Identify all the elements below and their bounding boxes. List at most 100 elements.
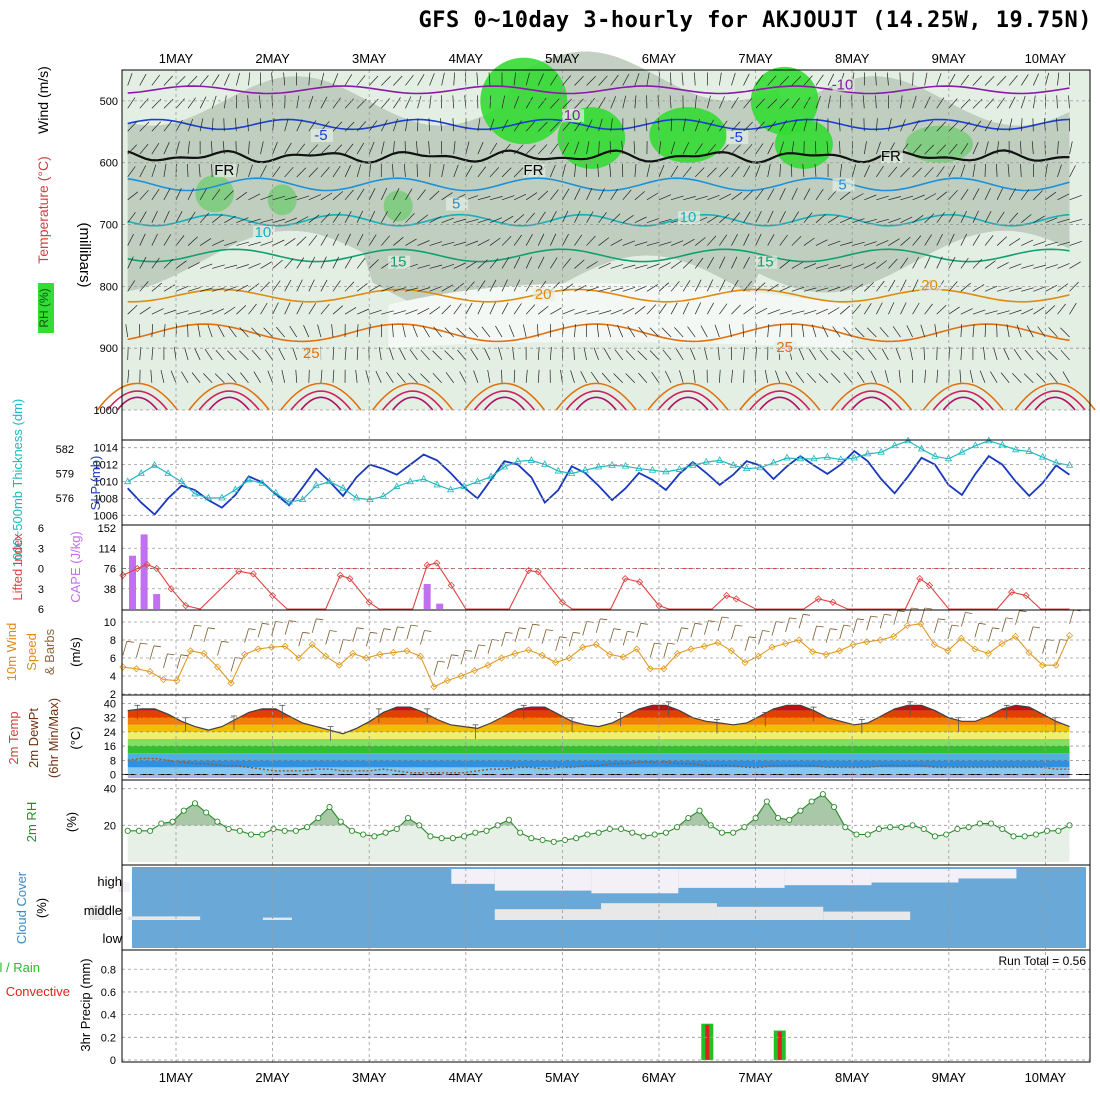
wind-barb [393,310,406,315]
wind-barb-flag [600,618,608,621]
wind-barb [936,166,945,178]
wind-barb [1031,141,1034,155]
wind-barb [936,212,945,223]
wind-barb [791,211,799,223]
temperature-tick-label: 40 [104,699,116,711]
wind-barb [356,210,364,223]
wind-barb [211,163,213,177]
wind-barb [972,142,979,155]
wind-barb [900,236,911,246]
rh-point [438,835,445,842]
contour-label-bg [523,164,546,178]
wind-barb [597,163,599,177]
wind-barb [296,279,303,292]
wind-barb [814,163,817,177]
wind-barb [731,233,738,246]
wind-barb [405,287,419,292]
day-label-bottom: 7MAY [738,1070,773,1085]
wind-barb [670,260,682,269]
lifted-index-point [1022,591,1030,600]
wind-barb [1021,239,1034,246]
wind-barb [984,324,987,338]
wind-barb [284,279,292,292]
wind-barb [767,324,770,338]
wind-barb [228,326,237,338]
contour-label-bg [755,255,778,269]
wind-barb [392,163,394,177]
day-label-bottom: 10MAY [1025,1070,1067,1085]
rh-point [875,825,882,833]
wind-barb [996,236,1007,246]
wind-barb [139,98,149,109]
wind-barb [296,302,304,315]
wind-barb [984,119,992,132]
thickness-point [662,467,670,475]
wind-barb [513,303,522,315]
wind-barb [960,143,969,155]
wind-barb [755,282,766,292]
wind-barb [127,212,136,223]
wind-barb [1033,190,1043,201]
wind-barb [960,121,971,132]
wind-barb [586,141,590,155]
lifted-index-tick-label: 6 [38,604,44,616]
wind-barb [151,282,163,292]
rh-point [528,835,535,842]
wind-barb [755,189,764,201]
wind-barb [369,284,381,292]
ytick-label: 1000 [94,405,118,417]
wind-speed-point [971,645,979,653]
wind-barb [924,144,935,155]
wind-barb [200,287,213,292]
wind-barb [536,324,539,338]
wind-barb-flag [735,624,743,627]
wind-tick-label: 2 [110,689,116,701]
wind-barb [634,191,645,201]
wind-barb [441,304,452,315]
wind-barb [139,346,142,360]
wind-barb-flag [140,642,148,645]
wind-barb [417,264,431,269]
wind-barb [586,187,593,200]
wind-barb [598,310,612,315]
thickness-point [837,455,845,463]
wind-barb [513,193,527,201]
wind-barb [875,72,877,86]
wind-barb [936,121,946,132]
wind-barb-flag [194,624,202,627]
wind-barb [284,142,292,155]
wind-barb [634,73,640,86]
wind-barb [717,616,723,632]
wind-barb-flag [248,628,256,631]
wind-barb [257,623,263,638]
wind-speed-point [660,665,668,673]
wind-barb [163,164,167,178]
wind-speed-point [484,661,492,669]
wind-barb [798,614,804,629]
wind-barb-flag [694,622,702,625]
thickness-point [958,447,966,455]
wind-barb [694,95,697,109]
wind-barb [163,284,176,292]
wind-barb [525,212,535,223]
wind-barb [646,192,659,201]
wind-barb [1057,141,1059,155]
wind-speed-point [687,645,695,653]
wind-barb [296,257,305,269]
ylabel-barbs: & Barbs [42,628,57,675]
wind-barb [779,324,781,338]
wind-barb [610,118,613,132]
cape-bar [129,555,137,609]
wind-barb [717,346,720,360]
thickness-point [877,447,885,455]
wind-barb-flag [613,628,621,631]
wind-barb [296,216,309,223]
wind-barb [984,98,994,109]
cloud-panel [89,867,1086,948]
wind-barb [767,234,775,246]
wind-barb [815,287,829,292]
wind-barb [289,325,298,338]
rh-dry-region [388,283,853,349]
wind-barb [240,372,249,384]
